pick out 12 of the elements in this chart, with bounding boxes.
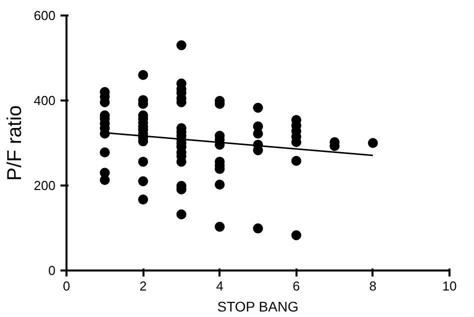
x-tick-label: 6 [292,278,300,294]
y-tick-label: 600 [34,8,56,23]
y-tick-label: 400 [34,93,56,108]
x-tick-label: 0 [62,278,70,294]
y-tick-label: 200 [34,178,56,193]
x-tick-label: 10 [442,278,457,294]
y-tick-label: 0 [48,263,56,278]
x-tick-label: 4 [216,278,224,294]
x-tick-label: 2 [139,278,147,294]
y-axis-title: P/F ratio [4,105,26,181]
x-axis-title: STOP BANG [217,298,298,314]
x-tick-label: 8 [369,278,377,294]
